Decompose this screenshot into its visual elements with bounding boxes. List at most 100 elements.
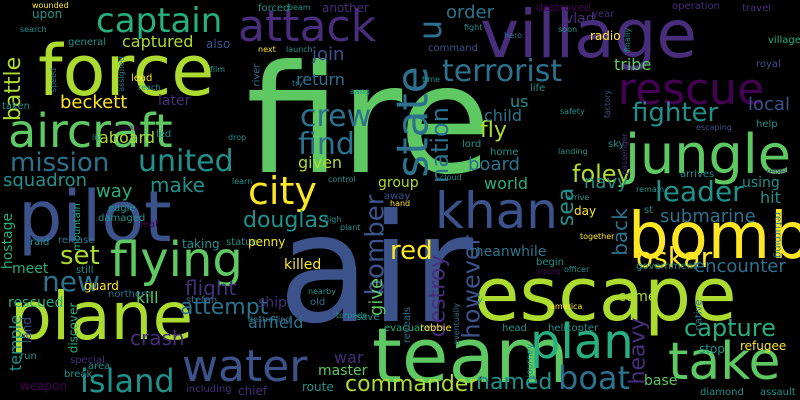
word-special: special xyxy=(70,355,105,366)
word-mission: mission xyxy=(10,148,110,178)
word-begin: begin xyxy=(536,257,564,268)
word-nation: nation xyxy=(425,107,454,183)
word-together: together xyxy=(580,232,615,241)
word-attack: attack xyxy=(238,1,377,52)
word-torpedo: torpedo xyxy=(336,311,368,320)
word-crew: crew xyxy=(300,99,372,134)
word-jungle: jungle xyxy=(625,123,791,186)
word-taking: taking xyxy=(182,237,220,251)
word-weapon: weapon xyxy=(20,379,68,393)
word-fight: fight xyxy=(464,23,483,32)
word-travel: travel xyxy=(742,3,772,14)
word-make: make xyxy=(150,173,205,197)
word-reach: reach xyxy=(138,83,161,92)
word-terrorist: terrorist xyxy=(442,54,563,89)
word-route: route xyxy=(302,380,334,394)
word-pilot: pilot xyxy=(18,176,172,258)
word-operation: operation xyxy=(672,1,721,12)
word-hand: hand xyxy=(390,199,411,208)
word-plan: plan xyxy=(530,314,634,370)
word-meet: meet xyxy=(12,261,49,277)
word-high: high xyxy=(324,215,342,224)
word-forced: forced xyxy=(258,3,290,14)
word-government: government xyxy=(636,261,697,272)
word-jump: jump xyxy=(118,123,139,132)
word-destroyed: destroyed xyxy=(536,1,592,14)
word-another: another xyxy=(322,1,369,15)
word-khan: khan xyxy=(435,182,558,240)
word-old: old xyxy=(310,297,326,308)
word-leaf: leaf xyxy=(140,219,159,230)
word-bomb: bomb xyxy=(628,200,800,274)
word-st: st xyxy=(644,205,654,216)
word-submarine: submarine xyxy=(660,206,756,227)
word-give: give xyxy=(366,277,388,317)
word-learn: learn xyxy=(232,177,253,186)
word-hit: hit xyxy=(760,188,781,207)
word-assigned: assigned xyxy=(116,56,126,92)
word-arrive: arrive xyxy=(566,193,590,202)
word-attempt: attempt xyxy=(180,295,269,320)
word-team: team xyxy=(372,311,570,400)
word-rescued: rescued xyxy=(8,295,64,311)
word-fighter: fighter xyxy=(632,98,719,128)
word-save: save xyxy=(356,312,380,323)
word-soon: soon xyxy=(558,25,578,34)
word-journey: journey xyxy=(525,343,536,378)
word-young: young xyxy=(536,267,561,276)
word-tribe: tribe xyxy=(614,55,652,74)
word-including: including xyxy=(186,384,232,395)
word-assault: assault xyxy=(760,387,796,398)
word-flying: flying xyxy=(110,232,243,288)
word-away: away xyxy=(384,191,411,202)
word-stop: stop xyxy=(699,342,725,356)
word-using: using xyxy=(742,175,780,191)
word-v: v xyxy=(478,295,483,304)
word-new: new xyxy=(42,265,100,298)
word-red: red xyxy=(390,236,433,266)
word-escaping: escaping xyxy=(696,123,732,132)
word-killed: killed xyxy=(284,257,322,273)
word-aboard: aboard xyxy=(99,128,156,147)
word-ship: ship xyxy=(258,295,287,311)
word-stefan: stefan xyxy=(186,295,218,306)
word-douglas: douglas xyxy=(243,208,330,233)
word-home: home xyxy=(490,147,519,158)
word-plant: plant xyxy=(340,223,361,232)
word-northern: northern xyxy=(108,289,152,300)
word-film: film xyxy=(210,65,226,74)
word-day: day xyxy=(574,204,597,218)
word-commander: commander xyxy=(345,372,478,397)
word-find: find xyxy=(298,127,355,162)
word-villager: villager xyxy=(768,35,800,46)
word-hero: hero xyxy=(504,31,522,40)
word-help: help xyxy=(756,119,778,130)
word-speed: speed xyxy=(49,67,59,93)
word-captured: captured xyxy=(122,32,194,51)
word-kill: kill xyxy=(136,288,159,307)
word-search: search xyxy=(20,25,47,34)
word-time: time xyxy=(422,75,441,84)
word-child: child xyxy=(484,106,522,125)
word-given: given xyxy=(298,153,343,172)
word-u: u xyxy=(411,19,450,41)
word-lord: lord xyxy=(462,139,482,150)
word-penny: penny xyxy=(248,235,286,249)
word-rescue: rescue xyxy=(618,64,765,115)
word-lead: lead xyxy=(131,73,153,84)
word-meanwhile: meanwhile xyxy=(470,244,547,260)
word-war: war xyxy=(334,348,364,367)
word-way: way xyxy=(96,181,133,202)
word-liu: liu xyxy=(92,133,102,142)
word-set: set xyxy=(60,241,100,271)
word-general: general xyxy=(68,37,107,48)
word-board: board xyxy=(468,154,520,175)
word-master: master xyxy=(318,363,368,379)
word-plane: plane xyxy=(10,278,194,355)
word-next: next xyxy=(258,45,276,54)
word-squadron: squadron xyxy=(3,170,88,191)
word-control: control xyxy=(328,175,356,184)
word-remain: remain xyxy=(636,185,665,194)
word-nearby: nearby xyxy=(308,287,336,296)
